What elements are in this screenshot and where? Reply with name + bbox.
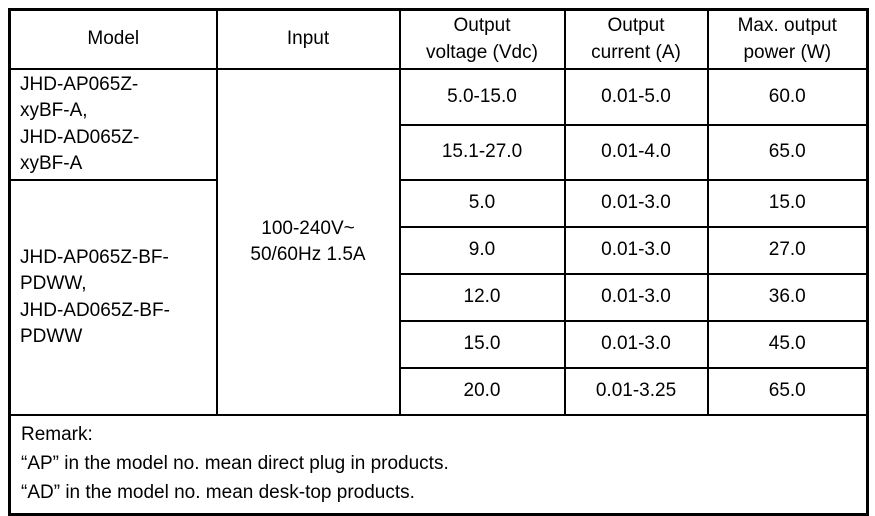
output-current-cell: 0.01-3.0 xyxy=(563,320,709,370)
output-current-cell: 0.01-3.0 xyxy=(563,226,709,276)
table-row: 12.0 0.01-3.0 36.0 xyxy=(10,273,869,323)
header-input: Input xyxy=(215,8,401,71)
output-voltage-cell: 5.0-15.0 xyxy=(398,68,566,126)
remark-row: Remark: “AP” in the model no. mean direc… xyxy=(8,414,869,516)
output-current-cell: 0.01-4.0 xyxy=(563,123,709,182)
output-voltage-cell: 15.0 xyxy=(398,320,566,370)
remark-cell: Remark: “AP” in the model no. mean direc… xyxy=(8,414,869,516)
output-voltage-cell: 5.0 xyxy=(398,179,566,229)
output-current-cell: 0.01-3.25 xyxy=(563,367,709,417)
model-group-b-cell: JHD-AP065Z-BF- PDWW, JHD-AD065Z-BF- PDWW xyxy=(8,179,218,417)
table-row: 9.0 0.01-3.0 27.0 xyxy=(10,226,869,276)
max-power-cell: 65.0 xyxy=(706,123,869,182)
header-model: Model xyxy=(8,8,218,71)
max-power-cell: 27.0 xyxy=(706,226,869,276)
output-current-cell: 0.01-3.0 xyxy=(563,273,709,323)
output-voltage-cell: 12.0 xyxy=(398,273,566,323)
max-power-cell: 15.0 xyxy=(706,179,869,229)
output-current-cell: 0.01-5.0 xyxy=(563,68,709,126)
table-row: JHD-AP065Z-BF- PDWW, JHD-AD065Z-BF- PDWW… xyxy=(8,179,869,417)
max-power-cell: 36.0 xyxy=(706,273,869,323)
remark-title: Remark: xyxy=(21,424,93,446)
header-output-voltage: Output voltage (Vdc) xyxy=(398,8,566,71)
input-cell: 100-240V~ 50/60Hz 1.5A xyxy=(215,68,401,417)
max-power-cell: 45.0 xyxy=(706,320,869,370)
output-voltage-cell: 9.0 xyxy=(398,226,566,276)
output-voltage-cell: 20.0 xyxy=(398,367,566,417)
header-max-output-power: Max. output power (W) xyxy=(706,8,869,71)
output-voltage-cell: 15.1-27.0 xyxy=(398,123,566,182)
table-row: 20.0 0.01-3.25 65.0 xyxy=(10,367,869,417)
max-power-cell: 65.0 xyxy=(706,367,869,417)
spec-table: Model Input Output voltage (Vdc) Output … xyxy=(8,8,869,516)
remark-line-ap: “AP” in the model no. mean direct plug i… xyxy=(21,452,449,474)
document-page: Model Input Output voltage (Vdc) Output … xyxy=(8,8,869,516)
table-row: 15.1-27.0 0.01-4.0 65.0 xyxy=(10,123,869,182)
header-output-current: Output current (A) xyxy=(563,8,709,71)
model-group-a-cell: JHD-AP065Z- xyBF-A, JHD-AD065Z- xyBF-A xyxy=(8,68,218,182)
header-row: Model Input Output voltage (Vdc) Output … xyxy=(8,8,869,71)
remark-line-ad: “AD” in the model no. mean desk-top prod… xyxy=(21,481,415,503)
output-current-cell: 0.01-3.0 xyxy=(563,179,709,229)
max-power-cell: 60.0 xyxy=(706,68,869,126)
table-row: 15.0 0.01-3.0 45.0 xyxy=(10,320,869,370)
table-row: JHD-AP065Z- xyBF-A, JHD-AD065Z- xyBF-A 1… xyxy=(8,68,869,417)
